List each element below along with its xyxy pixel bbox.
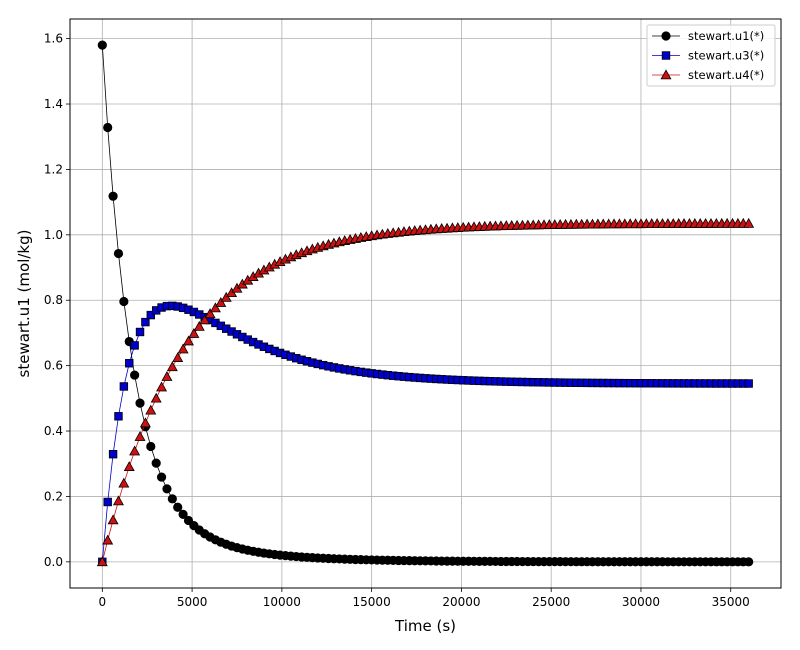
- data-point: [173, 502, 183, 512]
- legend-label: stewart.u4(*): [688, 68, 764, 82]
- data-point: [129, 445, 141, 456]
- y-tick-label: 1.4: [44, 97, 63, 111]
- grid: [70, 19, 781, 588]
- y-tick-label: 0.4: [44, 424, 63, 438]
- legend-box: [646, 24, 776, 87]
- data-point: [146, 310, 155, 320]
- data-point: [177, 343, 189, 354]
- data-point: [102, 534, 114, 545]
- data-point: [130, 370, 140, 380]
- data-point: [162, 484, 172, 494]
- plot-frame: [69, 18, 782, 589]
- y-tick-label: 1.0: [44, 228, 63, 242]
- x-tick-label: 15000: [353, 595, 391, 609]
- x-tick-label: 35000: [712, 595, 750, 609]
- y-axis-label: stewart.u1 (mol/kg): [15, 230, 33, 378]
- data-point: [209, 302, 221, 313]
- data-point: [199, 314, 211, 325]
- data-point: [118, 477, 130, 488]
- data-point: [108, 191, 118, 201]
- x-tick-label: 0: [98, 595, 106, 609]
- data-point: [150, 392, 162, 403]
- data-point: [107, 514, 119, 525]
- y-tick-label: 0.0: [44, 555, 63, 569]
- legend-marker: [660, 69, 672, 80]
- data-point: [744, 557, 754, 567]
- data-point: [103, 122, 113, 133]
- data-point: [135, 398, 145, 408]
- data-point: [135, 327, 145, 337]
- data-point: [103, 497, 112, 507]
- data-point: [204, 308, 216, 319]
- data-point: [97, 40, 107, 50]
- data-point: [141, 317, 150, 327]
- legend-label: stewart.u1(*): [688, 29, 764, 43]
- y-tick-label: 0.6: [44, 359, 63, 373]
- x-tick-label: 25000: [532, 595, 570, 609]
- x-axis-label: Time (s): [394, 617, 456, 635]
- data-point: [139, 417, 151, 428]
- data-point: [123, 461, 135, 471]
- legend: stewart.u1(*) stewart.u3(*) stewart.u4(*): [646, 24, 776, 87]
- data-point: [215, 296, 227, 307]
- x-tick-label: 30000: [622, 595, 660, 609]
- series-layer: [96, 40, 755, 567]
- data-point: [114, 412, 123, 421]
- data-point: [145, 404, 157, 415]
- data-point: [146, 441, 156, 452]
- ticks: 0 5000 10000 15000 20000 25000 30000 35000 0.0 0.…: [44, 32, 750, 609]
- data-point: [156, 472, 167, 482]
- data-point: [167, 494, 177, 504]
- data-point: [134, 430, 146, 441]
- data-point: [188, 327, 200, 338]
- data-point: [119, 382, 129, 391]
- data-point: [125, 359, 134, 368]
- data-point: [166, 361, 178, 372]
- data-point: [130, 341, 139, 350]
- data-point: [156, 381, 168, 392]
- y-tick-label: 0.8: [44, 293, 63, 307]
- y-tick-label: 1.6: [44, 32, 63, 46]
- data-point: [220, 291, 232, 302]
- data-point: [112, 495, 124, 506]
- data-point: [113, 248, 124, 259]
- data-point: [161, 371, 173, 381]
- series-3: [96, 217, 755, 567]
- data-point: [108, 449, 118, 459]
- data-point: [172, 352, 184, 362]
- x-tick-label: 5000: [177, 595, 208, 609]
- data-point: [193, 320, 205, 331]
- data-point: [96, 556, 108, 567]
- data-point: [183, 335, 194, 346]
- y-tick-label: 1.2: [44, 162, 63, 176]
- y-tick-label: 0.2: [44, 489, 63, 503]
- legend-marker: [661, 31, 671, 41]
- data-point: [743, 217, 755, 228]
- data-point: [744, 379, 753, 388]
- data-point: [178, 509, 188, 519]
- legend-label: stewart.u3(*): [688, 49, 764, 63]
- x-tick-label: 10000: [263, 595, 301, 609]
- legend-marker: [661, 51, 671, 60]
- x-tick-label: 20000: [442, 595, 480, 609]
- data-point: [119, 296, 129, 307]
- data-point: [151, 458, 161, 468]
- series-1: [97, 40, 754, 567]
